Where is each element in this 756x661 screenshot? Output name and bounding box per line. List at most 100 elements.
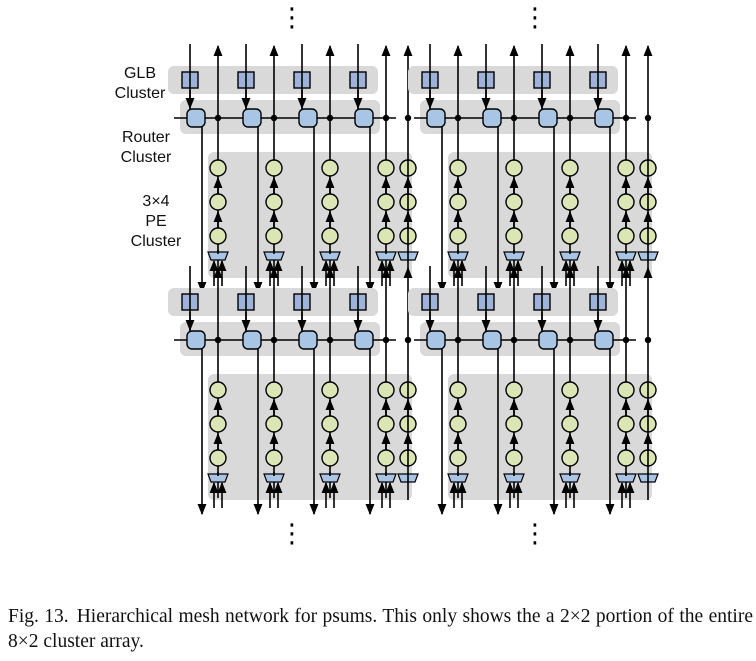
glb-cluster-label: GLB Cluster bbox=[115, 65, 166, 102]
pe-node bbox=[265, 159, 283, 177]
router-cluster-bg bbox=[180, 100, 380, 134]
router-cluster-label: Router Cluster bbox=[121, 129, 172, 166]
junction-dot bbox=[454, 336, 462, 344]
cluster-block-1-1 bbox=[168, 44, 419, 294]
pe-node bbox=[265, 381, 283, 399]
pe-node bbox=[561, 381, 579, 399]
pe-cluster-label: 3×4 PE Cluster bbox=[131, 193, 182, 250]
figure-number: Fig. 13. bbox=[8, 606, 69, 627]
ellipsis-mark: ⋮ bbox=[279, 3, 305, 33]
pe-node bbox=[321, 415, 339, 433]
pe-node bbox=[617, 449, 635, 467]
pe-node bbox=[561, 449, 579, 467]
glb-cluster-bg bbox=[168, 66, 378, 94]
pe-node bbox=[377, 159, 395, 177]
glb-cluster-bg bbox=[168, 288, 378, 316]
junction-dot bbox=[270, 336, 278, 344]
pe-node bbox=[377, 193, 395, 211]
router-node bbox=[298, 330, 318, 350]
pe-node bbox=[505, 381, 523, 399]
pe-node bbox=[377, 415, 395, 433]
pe-node bbox=[265, 415, 283, 433]
router-node bbox=[482, 330, 502, 350]
junction-dot bbox=[404, 114, 412, 122]
pe-node bbox=[209, 227, 227, 245]
pe-node bbox=[209, 449, 227, 467]
router-node bbox=[242, 330, 262, 350]
cluster-block-2-1 bbox=[168, 266, 419, 516]
ellipsis-mark: ⋮ bbox=[522, 3, 548, 33]
junction-dot bbox=[510, 336, 518, 344]
junction-dot bbox=[622, 336, 630, 344]
router-node bbox=[538, 108, 558, 128]
cluster-block-2-2 bbox=[408, 266, 659, 516]
router-node bbox=[186, 330, 206, 350]
pe-node bbox=[321, 227, 339, 245]
pe-node bbox=[449, 381, 467, 399]
pe-node bbox=[561, 227, 579, 245]
pe-node bbox=[321, 159, 339, 177]
pe-node bbox=[449, 159, 467, 177]
pe-cluster-bg bbox=[448, 152, 652, 278]
junction-dot bbox=[326, 114, 334, 122]
pe-node bbox=[561, 193, 579, 211]
pe-node bbox=[505, 415, 523, 433]
pe-node bbox=[265, 449, 283, 467]
ellipsis-mark: ⋮ bbox=[279, 519, 305, 549]
caption-text: Hierarchical mesh network for psums. Thi… bbox=[8, 606, 753, 652]
router-node bbox=[426, 108, 446, 128]
junction-dot bbox=[644, 114, 652, 122]
pe-cluster-bg bbox=[208, 374, 412, 500]
pe-node bbox=[377, 381, 395, 399]
junction-dot bbox=[566, 336, 574, 344]
figure-caption: Fig. 13. Hierarchical mesh network for ps… bbox=[8, 604, 753, 654]
pe-node bbox=[617, 381, 635, 399]
junction-dot bbox=[382, 336, 390, 344]
pe-node bbox=[505, 159, 523, 177]
router-node bbox=[482, 108, 502, 128]
pe-node bbox=[265, 193, 283, 211]
mesh-network-diagram: GLB Cluster Router Cluster 3×4 PE Cluster ⋮ ⋮… bbox=[115, 3, 659, 549]
junction-dot bbox=[270, 114, 278, 122]
ellipsis-mark: ⋮ bbox=[522, 519, 548, 549]
router-node bbox=[594, 330, 614, 350]
cluster-array bbox=[168, 44, 659, 516]
glb-cluster-bg bbox=[408, 66, 618, 94]
router-node bbox=[426, 330, 446, 350]
left-labels: GLB Cluster Router Cluster 3×4 PE Cluster bbox=[115, 65, 182, 250]
pe-cluster-bg bbox=[208, 152, 412, 278]
pe-node bbox=[209, 193, 227, 211]
cluster-block-1-2 bbox=[408, 44, 659, 294]
junction-dot bbox=[454, 114, 462, 122]
pe-node bbox=[617, 415, 635, 433]
pe-node bbox=[505, 227, 523, 245]
junction-dot bbox=[622, 114, 630, 122]
router-node bbox=[186, 108, 206, 128]
pe-node bbox=[377, 449, 395, 467]
pe-node bbox=[505, 193, 523, 211]
pe-node bbox=[617, 193, 635, 211]
glb-cluster-bg bbox=[408, 288, 618, 316]
router-cluster-bg bbox=[180, 322, 380, 356]
router-node bbox=[538, 330, 558, 350]
junction-dot bbox=[382, 114, 390, 122]
junction-dot bbox=[214, 114, 222, 122]
junction-dot bbox=[326, 336, 334, 344]
router-cluster-bg bbox=[420, 100, 620, 134]
pe-node bbox=[617, 227, 635, 245]
pe-node bbox=[561, 159, 579, 177]
router-node bbox=[298, 108, 318, 128]
pe-node bbox=[209, 381, 227, 399]
pe-cluster-bg bbox=[448, 374, 652, 500]
junction-dot bbox=[510, 114, 518, 122]
pe-node bbox=[209, 159, 227, 177]
pe-node bbox=[209, 415, 227, 433]
pe-node bbox=[449, 227, 467, 245]
pe-node bbox=[505, 449, 523, 467]
pe-node bbox=[617, 159, 635, 177]
junction-dot bbox=[214, 336, 222, 344]
pe-node bbox=[561, 415, 579, 433]
router-node bbox=[354, 330, 374, 350]
pe-node bbox=[321, 381, 339, 399]
router-node bbox=[354, 108, 374, 128]
